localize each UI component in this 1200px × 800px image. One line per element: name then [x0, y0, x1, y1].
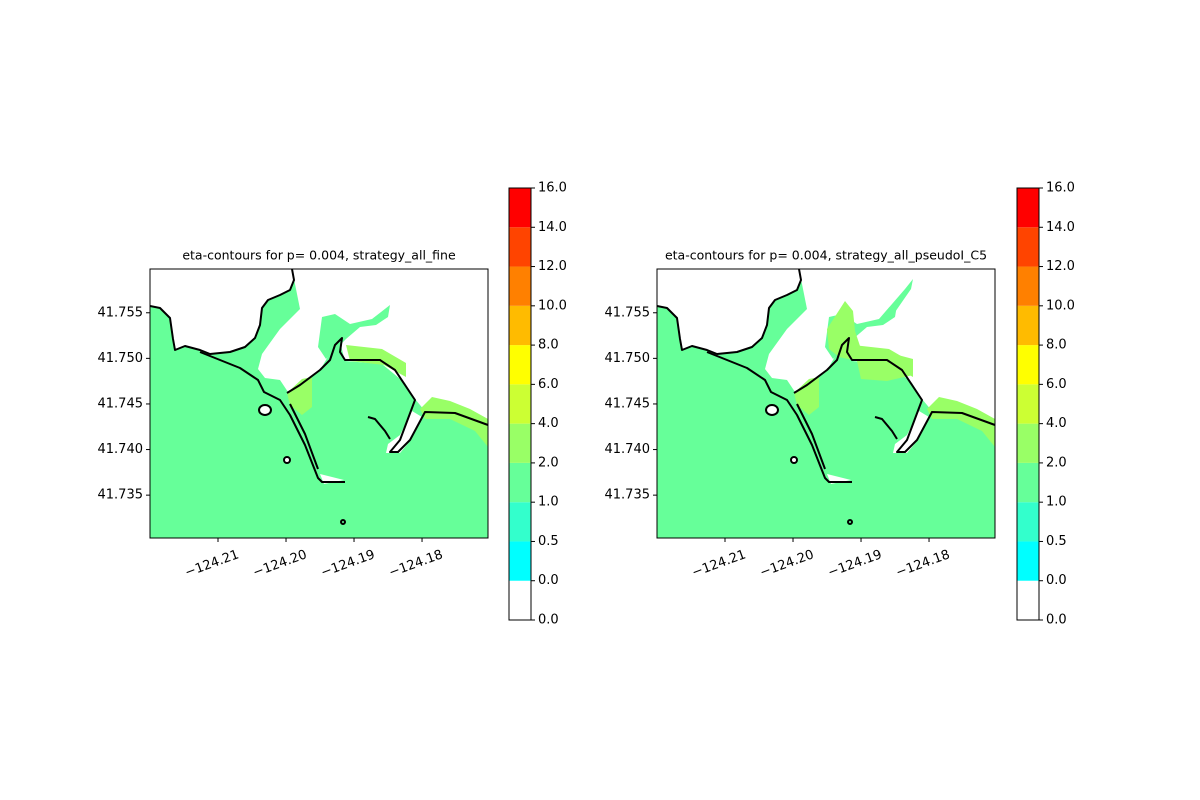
y-tick-label: 41.750 — [605, 351, 651, 366]
x-tick-label: −124.19 — [319, 547, 377, 580]
colorbar-band — [1017, 384, 1039, 424]
x-tick-label: −124.18 — [387, 547, 445, 580]
colorbar-tick-label: 0.0 — [1046, 613, 1067, 628]
colorbar-band — [1017, 423, 1039, 463]
y-tick-label: 41.745 — [98, 396, 144, 411]
colorbar-tick-label: 10.0 — [538, 298, 567, 313]
colorbar-band — [1017, 541, 1039, 581]
colorbar-band — [509, 580, 531, 620]
colorbar-tick-label: 0.5 — [538, 534, 559, 549]
colorbar-tick-label: 16.0 — [1046, 181, 1075, 196]
colorbar-tick-label: 2.0 — [538, 455, 559, 470]
colorbar-band — [509, 266, 531, 306]
x-tick-label: −124.19 — [826, 547, 884, 580]
colorbar-band — [1017, 345, 1039, 385]
colorbar-tick-label: 0.0 — [538, 613, 559, 628]
colorbar-band — [509, 305, 531, 346]
x-tick-label: −124.20 — [251, 547, 309, 580]
colorbar-tick-label: 4.0 — [1046, 416, 1067, 431]
colorbar-band — [1017, 462, 1039, 503]
y-tick-label: 41.755 — [605, 305, 651, 320]
colorbar-tick-label: 1.0 — [538, 495, 559, 510]
colorbar-tick-label: 8.0 — [538, 338, 559, 353]
y-tick-label: 41.740 — [605, 442, 651, 457]
colorbar-tick-label: 8.0 — [1046, 338, 1067, 353]
colorbar-tick-label: 0.0 — [538, 573, 559, 588]
colorbar-band — [509, 227, 531, 267]
colorbar-tick-label: 14.0 — [1046, 220, 1075, 235]
y-tick-label: 41.755 — [98, 305, 144, 320]
colorbar-band — [1017, 305, 1039, 346]
colorbar-band — [509, 541, 531, 581]
colorbar-tick-label: 1.0 — [1046, 495, 1067, 510]
x-tick-label: −124.20 — [758, 547, 816, 580]
colorbar-tick-label: 12.0 — [538, 259, 567, 274]
colorbar-tick-label: 16.0 — [538, 181, 567, 196]
colorbar-band — [509, 423, 531, 463]
colorbar-tick-label: 0.5 — [1046, 534, 1067, 549]
colorbar-tick-label: 10.0 — [1046, 298, 1075, 313]
colorbar-frame — [1016, 187, 1040, 621]
colorbar-band — [509, 345, 531, 385]
y-tick-label: 41.735 — [98, 488, 144, 503]
chart-title: eta-contours for p= 0.004, strategy_all_… — [182, 248, 456, 263]
colorbar-band — [1017, 580, 1039, 620]
colorbar-band — [1017, 188, 1039, 228]
x-tick-label: −124.21 — [690, 547, 748, 580]
colorbar-tick-label: 0.0 — [1046, 573, 1067, 588]
contour-field — [657, 269, 995, 538]
colorbar-tick-label: 4.0 — [538, 416, 559, 431]
colorbar-tick-label: 6.0 — [538, 377, 559, 392]
colorbar-tick-label: 12.0 — [1046, 259, 1075, 274]
x-tick-label: −124.18 — [894, 547, 952, 580]
colorbar-tick-label: 6.0 — [1046, 377, 1067, 392]
y-tick-label: 41.750 — [98, 351, 144, 366]
chart-title: eta-contours for p= 0.004, strategy_all_… — [665, 248, 987, 263]
colorbar-band — [1017, 502, 1039, 542]
y-tick-label: 41.740 — [98, 442, 144, 457]
contour-field — [150, 269, 488, 538]
colorbar-band — [509, 384, 531, 424]
colorbar-band — [1017, 266, 1039, 306]
colorbar-frame — [508, 187, 532, 621]
colorbar-band — [509, 502, 531, 542]
colorbar-band — [509, 188, 531, 228]
y-tick-label: 41.745 — [605, 396, 651, 411]
x-tick-label: −124.21 — [183, 547, 241, 580]
y-tick-label: 41.735 — [605, 488, 651, 503]
colorbar-tick-label: 2.0 — [1046, 455, 1067, 470]
colorbar-tick-label: 14.0 — [538, 220, 567, 235]
colorbar-band — [1017, 227, 1039, 267]
colorbar-band — [509, 462, 531, 503]
